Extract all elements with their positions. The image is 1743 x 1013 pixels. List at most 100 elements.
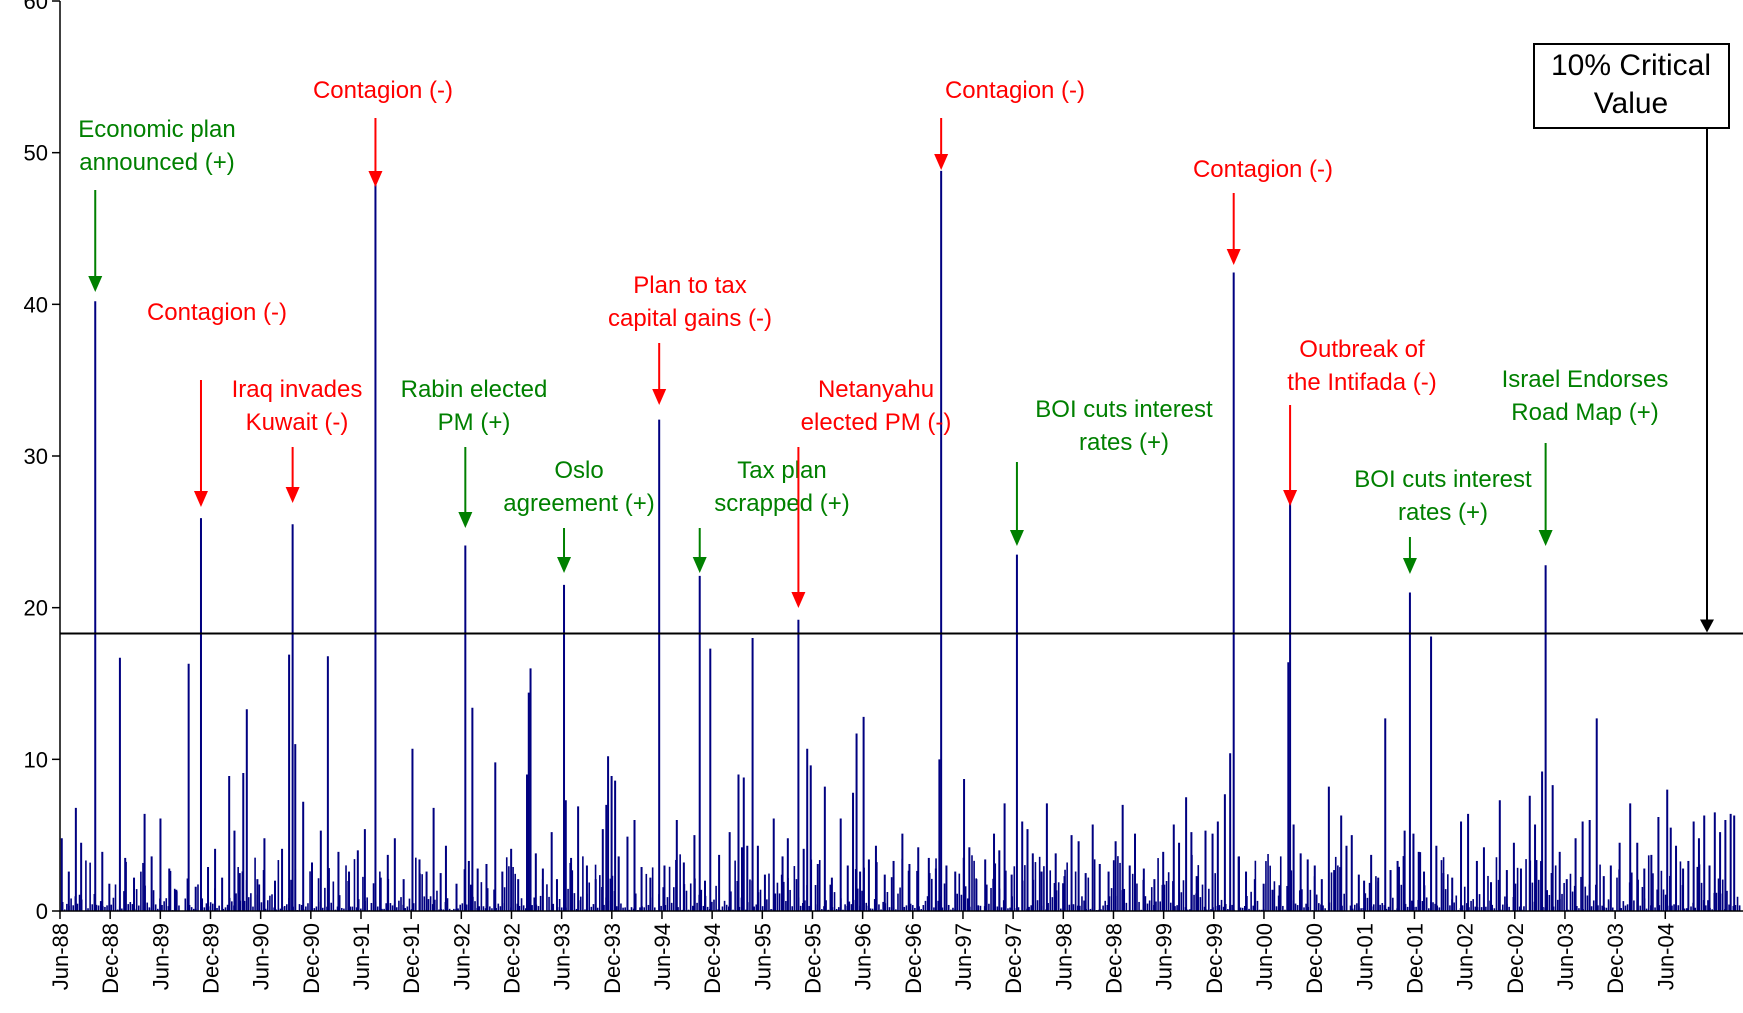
annotation-layer: Economic plan announced (+) Contagion (-) I… [78,77,1668,608]
annotation-arrow-head [285,487,300,503]
x-tick-label: Dec-98 [1101,923,1126,994]
annotation-label: Oslo [554,457,603,484]
annotation: Contagion (-) [147,299,287,507]
critical-value-label-line-1: 10% Critical [1551,49,1711,82]
annotation: Contagion (-) [1193,156,1333,265]
critical-value-label-line-2: Value [1594,87,1669,120]
x-tick-label: Dec-89 [198,923,223,994]
annotation-label: Rabin elected [401,376,548,403]
x-tick-label: Dec-88 [98,923,123,994]
annotation: Israel Endorses Road Map (+) [1502,366,1669,546]
annotation-label: Economic plan [78,116,235,143]
x-tick-label: Jun-91 [349,923,374,990]
x-tick-label: Dec-92 [499,923,524,994]
annotation-label: the Intifada (-) [1287,369,1436,396]
annotation-arrow-head [934,154,949,170]
annotation-label: rates (+) [1079,429,1169,456]
annotation-label: Contagion (-) [313,77,453,104]
annotation-label: PM (+) [438,409,511,436]
x-tick-label: Jun-97 [951,923,976,990]
annotation-arrow-head [1538,530,1553,546]
annotation-label: Iraq invades [232,376,363,403]
annotation-label: Netanyahu [818,376,934,403]
critical-value-box: 10% Critical Value [1533,43,1730,129]
x-tick-label: Jun-89 [148,923,173,990]
annotation-arrow-head [652,389,667,405]
annotation: Oslo agreement (+) [503,457,655,573]
annotation-label: BOI cuts interest [1035,396,1213,423]
annotation: Tax plan scrapped (+) [692,457,850,573]
annotation: Plan to tax capital gains (-) [608,272,772,405]
x-tick-label: Dec-01 [1402,923,1427,994]
series-layer [60,170,1741,911]
x-tick-label: Jun-04 [1653,923,1678,990]
annotation-arrow-head [1283,490,1298,506]
y-tick-label: 60 [24,0,48,14]
x-tick-label: Dec-93 [600,923,625,994]
annotation-arrow-head [1226,249,1241,265]
annotation-arrow-head [1009,530,1024,546]
x-tick-label: Jun-03 [1553,923,1578,990]
annotation-label: announced (+) [79,149,234,176]
x-tick-label: Jun-98 [1051,923,1076,990]
x-tick-label: Dec-96 [901,923,926,994]
x-tick-label: Jun-00 [1252,923,1277,990]
annotation-label: Plan to tax [633,272,746,299]
y-tick-label: 20 [24,596,48,621]
x-tick-label: Jun-90 [249,923,274,990]
annotation-label: Contagion (-) [147,299,287,326]
x-tick-label: Dec-02 [1503,923,1528,994]
annotation-arrow-head [1402,558,1417,574]
annotation-label: BOI cuts interest [1354,466,1532,493]
x-tick-label: Dec-90 [299,923,324,994]
annotation-label: agreement (+) [503,490,654,517]
annotation-arrow-head [791,592,806,608]
y-tick-label: 0 [36,899,48,924]
x-tick-label: Dec-94 [700,923,725,994]
annotation-label: scrapped (+) [714,490,849,517]
annotation-label: Road Map (+) [1511,399,1658,426]
annotation-label: Israel Endorses [1502,366,1669,393]
annotation: Economic plan announced (+) [78,116,236,292]
annotation-label: Kuwait (-) [246,409,349,436]
y-tick-label: 10 [24,747,48,772]
x-tick-label: Dec-95 [800,923,825,994]
x-tick-label: Jun-02 [1453,923,1478,990]
annotation-label: Outbreak of [1299,336,1425,363]
annotation-arrow-head [368,171,383,187]
x-tick-label: Jun-95 [750,923,775,990]
annotation-arrow-head [88,276,103,292]
x-tick-label: Dec-03 [1603,923,1628,994]
annotation-arrow-head [692,557,707,573]
annotation-arrow-head [193,491,208,507]
annotation-arrow-head [557,557,572,573]
annotation: Netanyahu elected PM (-) [791,376,951,608]
annotation-label: Contagion (-) [945,77,1085,104]
annotation: BOI cuts interest rates (+) [1009,396,1213,546]
annotation-label: elected PM (-) [801,409,952,436]
x-tick-label: Dec-00 [1302,923,1327,994]
x-tick-label: Jun-88 [48,923,73,990]
x-tick-label: Dec-99 [1202,923,1227,994]
x-tick-label: Jun-92 [449,923,474,990]
x-tick-label: Dec-97 [1001,923,1026,994]
x-tick-label: Jun-94 [650,923,675,990]
critical-value-box-frame [1533,43,1730,129]
annotation: Iraq invades Kuwait (-) [232,376,363,503]
annotation-label: capital gains (-) [608,305,772,332]
critical-value-arrow-head [1700,619,1714,633]
axes-layer: 0 10 20 30 40 50 60 Jun-88 Dec-88 Jun-89 Dec-89 Jun… [24,0,1743,994]
annotation: BOI cuts interest rates (+) [1354,466,1532,574]
x-tick-label: Jun-01 [1352,923,1377,990]
y-tick-label: 40 [24,292,48,317]
annotation-label: Tax plan [737,457,826,484]
annotation-arrow-head [458,512,473,528]
annotation: Contagion (-) [934,77,1085,170]
annotation-label: Contagion (-) [1193,156,1333,183]
annotation: Contagion (-) [313,77,453,187]
x-tick-label: Jun-93 [550,923,575,990]
x-tick-label: Jun-99 [1152,923,1177,990]
annotation: Outbreak of the Intifada (-) [1283,336,1437,506]
x-tick-label: Jun-96 [851,923,876,990]
